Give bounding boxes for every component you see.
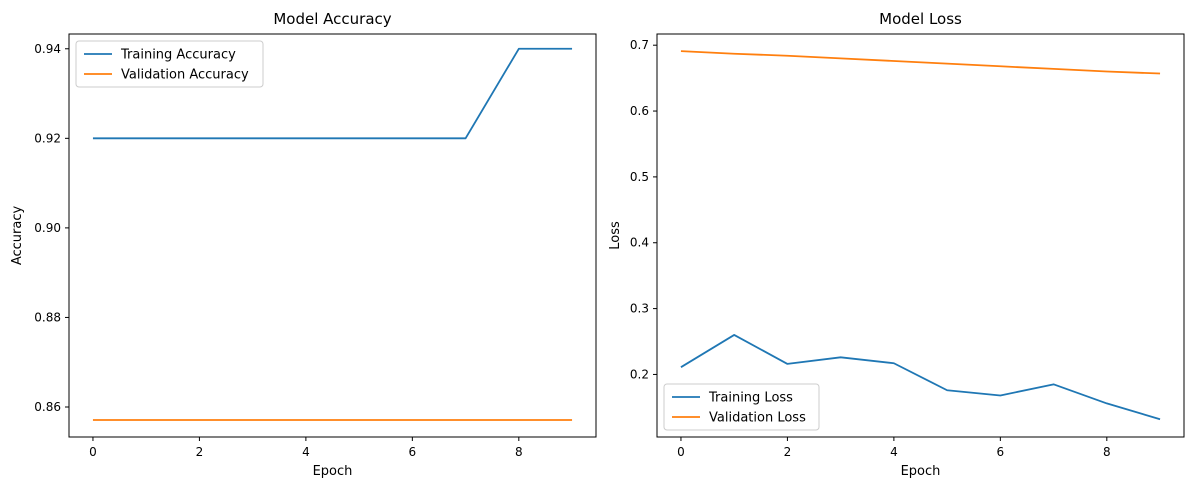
loss-legend: Training Loss Validation Loss	[663, 383, 820, 431]
loss-y-tick-label: 0.5	[630, 170, 649, 184]
accuracy-series-line-training	[92, 47, 573, 140]
accuracy-chart: 0 2 4 6 8 0.86 0.88 0.90 0.92 0.94 Model Accuracy E…	[10, 10, 597, 479]
loss-y-axis-label: Loss	[608, 221, 623, 250]
accuracy-legend-label: Training Accuracy	[120, 48, 236, 63]
loss-y-tick-label: 0.2	[630, 367, 649, 381]
loss-x-tick-label: 6	[997, 445, 1005, 459]
accuracy-x-tick-label: 8	[515, 445, 523, 459]
loss-x-tick-label: 4	[890, 445, 898, 459]
loss-y-tick-label: 0.3	[630, 302, 649, 316]
loss-chart: 0 2 4 6 8 0.2 0.3 0.4 0.5 0.6 0.7 Model Loss Epoch Lo…	[608, 10, 1185, 479]
loss-legend-box	[663, 383, 820, 431]
loss-legend-label: Validation Loss	[709, 411, 806, 426]
accuracy-y-axis-label: Accuracy	[10, 206, 25, 266]
accuracy-y-tick-label: 0.88	[34, 310, 61, 324]
loss-series-line-validation	[680, 50, 1161, 75]
loss-chart-title: Model Loss	[879, 10, 962, 28]
accuracy-x-tick-label: 2	[196, 445, 204, 459]
accuracy-legend-box	[75, 40, 264, 88]
loss-y-tick-label: 0.4	[630, 236, 649, 250]
loss-axes-frame	[656, 33, 1185, 438]
loss-legend-label: Training Loss	[708, 391, 793, 406]
accuracy-legend: Training Accuracy Validation Accuracy	[75, 40, 264, 88]
loss-x-tick-label: 0	[677, 445, 685, 459]
accuracy-y-tick-label: 0.86	[34, 400, 61, 414]
accuracy-y-tick-label: 0.94	[34, 42, 61, 56]
accuracy-legend-label: Validation Accuracy	[121, 68, 249, 83]
accuracy-y-tick-label: 0.90	[34, 221, 61, 235]
accuracy-x-tick-label: 0	[89, 445, 97, 459]
accuracy-chart-title: Model Accuracy	[273, 10, 391, 28]
loss-x-axis-label: Epoch	[901, 464, 941, 479]
accuracy-x-axis-label: Epoch	[313, 464, 353, 479]
loss-y-tick-label: 0.7	[630, 38, 649, 52]
accuracy-x-tick-label: 4	[302, 445, 310, 459]
accuracy-y-tick-label: 0.92	[34, 131, 61, 145]
accuracy-axes-frame	[68, 33, 597, 438]
accuracy-x-tick-label: 6	[409, 445, 417, 459]
loss-series-line-training	[680, 334, 1161, 421]
loss-x-tick-label: 8	[1103, 445, 1111, 459]
loss-y-tick-label: 0.6	[630, 104, 649, 118]
loss-x-tick-label: 2	[784, 445, 792, 459]
